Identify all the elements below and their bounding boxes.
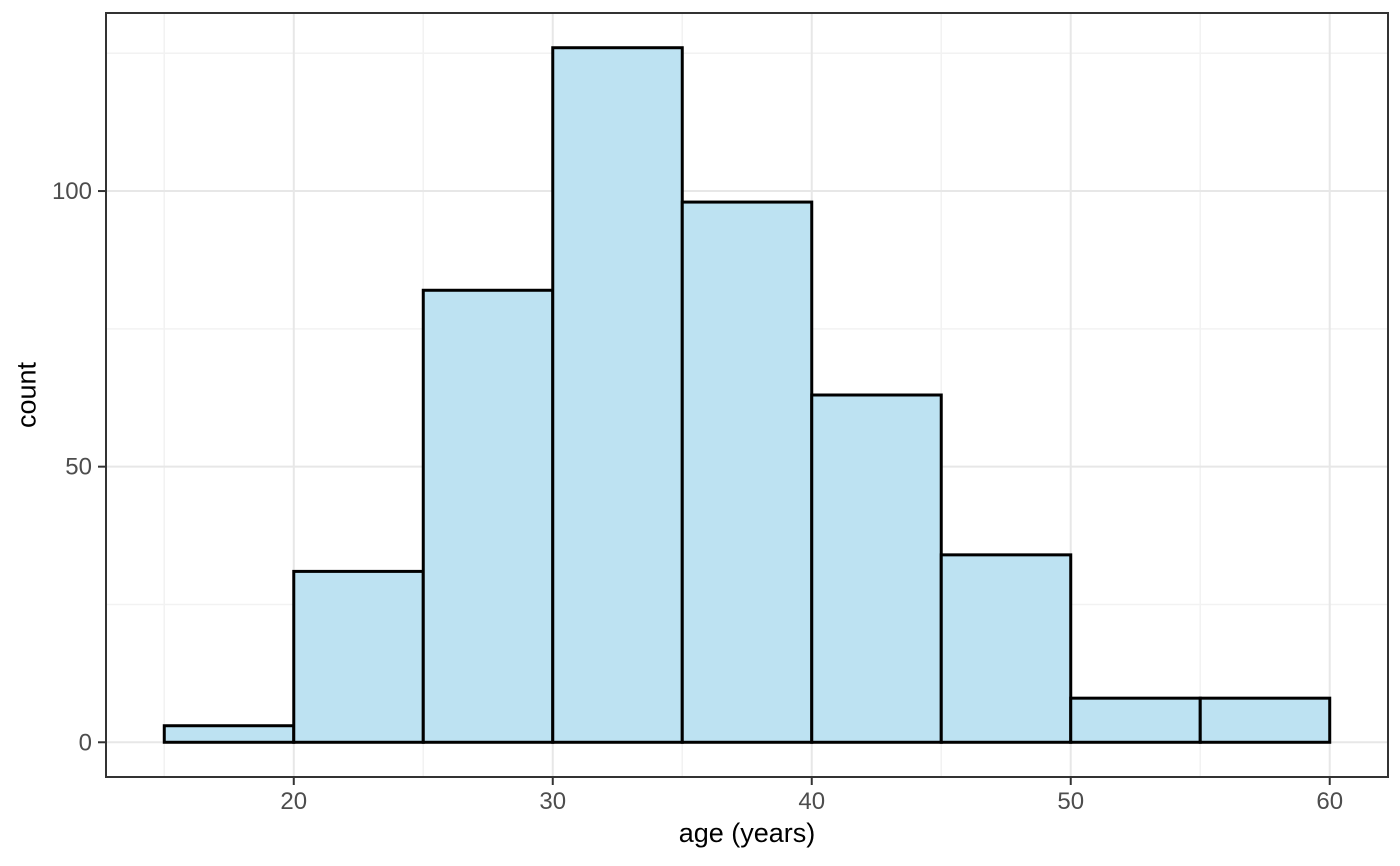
x-tick-label: 40	[798, 788, 825, 815]
histogram-bar	[292, 569, 425, 744]
x-tick-label: 30	[539, 788, 566, 815]
histogram-bar	[810, 393, 943, 744]
histogram-bar	[1198, 696, 1332, 744]
histogram-bar	[939, 553, 1073, 744]
x-axis-title: age (years)	[678, 818, 816, 848]
x-tick-label: 50	[1057, 788, 1084, 815]
y-tick-label: 50	[65, 454, 92, 481]
y-tick-label: 100	[52, 178, 92, 205]
histogram-bar	[162, 724, 296, 744]
y-tick-label: 0	[79, 729, 92, 756]
histogram-bar	[1069, 696, 1202, 744]
panel-border	[105, 12, 1389, 778]
histogram-bar	[551, 46, 684, 744]
y-axis: 0 50 100	[52, 178, 106, 756]
bars-group	[162, 46, 1332, 744]
y-axis-title: count	[11, 361, 42, 429]
histogram-bar	[421, 288, 555, 744]
x-axis: 20 30 40 50 60	[280, 777, 1343, 815]
x-tick-label: 20	[280, 788, 307, 815]
histogram-bar	[680, 200, 814, 744]
x-tick-label: 60	[1316, 788, 1343, 815]
